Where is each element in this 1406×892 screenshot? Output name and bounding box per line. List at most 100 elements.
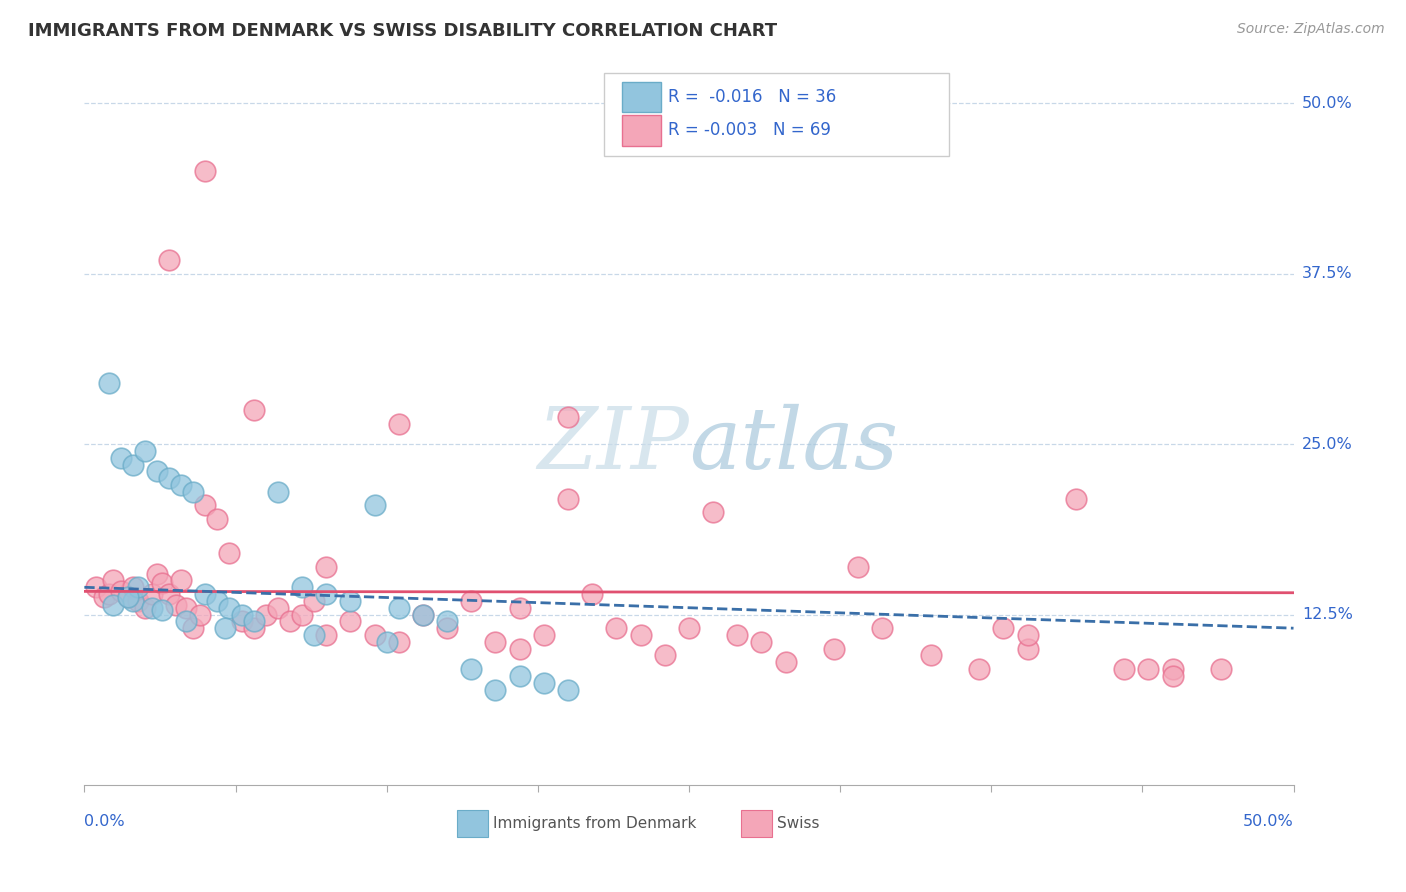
Point xyxy=(157,471,180,485)
Point xyxy=(157,253,180,268)
Text: ZIP: ZIP xyxy=(537,404,689,487)
FancyBboxPatch shape xyxy=(623,82,661,112)
Point xyxy=(181,621,204,635)
Point xyxy=(267,484,290,499)
Point xyxy=(93,590,115,604)
Point xyxy=(121,580,143,594)
Point xyxy=(231,607,253,622)
Point xyxy=(127,594,149,608)
Point xyxy=(375,635,398,649)
Point xyxy=(174,600,197,615)
Point xyxy=(291,607,314,622)
Point xyxy=(702,505,724,519)
Point xyxy=(194,499,217,513)
Text: R = -0.003   N = 69: R = -0.003 N = 69 xyxy=(668,121,831,139)
Point xyxy=(214,621,236,635)
Point xyxy=(181,484,204,499)
Point xyxy=(97,587,120,601)
Point xyxy=(460,594,482,608)
Point xyxy=(1114,662,1136,676)
Point xyxy=(993,621,1015,635)
FancyBboxPatch shape xyxy=(741,810,772,837)
Text: Immigrants from Denmark: Immigrants from Denmark xyxy=(494,816,696,831)
Point xyxy=(557,409,579,424)
Point xyxy=(363,628,385,642)
Point xyxy=(872,621,894,635)
Point xyxy=(146,566,169,581)
Point xyxy=(412,607,434,622)
Point xyxy=(363,499,385,513)
Point xyxy=(254,607,277,622)
Text: IMMIGRANTS FROM DENMARK VS SWISS DISABILITY CORRELATION CHART: IMMIGRANTS FROM DENMARK VS SWISS DISABIL… xyxy=(28,22,778,40)
Point xyxy=(121,594,143,608)
Point xyxy=(509,600,531,615)
Point xyxy=(412,607,434,622)
Point xyxy=(170,478,193,492)
Point xyxy=(117,590,139,604)
Point xyxy=(823,641,845,656)
Text: Source: ZipAtlas.com: Source: ZipAtlas.com xyxy=(1237,22,1385,37)
Point xyxy=(150,576,173,591)
Point xyxy=(174,615,197,629)
Text: R =  -0.016   N = 36: R = -0.016 N = 36 xyxy=(668,88,837,106)
Point xyxy=(484,635,506,649)
Point xyxy=(170,574,193,588)
Point xyxy=(86,580,108,594)
Point xyxy=(218,600,240,615)
Point xyxy=(207,594,229,608)
Point xyxy=(165,598,187,612)
Point xyxy=(725,628,748,642)
Text: 37.5%: 37.5% xyxy=(1302,266,1353,281)
Point xyxy=(630,628,652,642)
Point xyxy=(190,607,212,622)
Text: 0.0%: 0.0% xyxy=(84,814,125,829)
Point xyxy=(339,594,361,608)
Point xyxy=(484,682,506,697)
Point xyxy=(267,600,290,615)
FancyBboxPatch shape xyxy=(605,73,949,156)
Point xyxy=(605,621,627,635)
Point xyxy=(533,628,555,642)
Point xyxy=(509,641,531,656)
Point xyxy=(150,603,173,617)
Point xyxy=(242,615,264,629)
Point xyxy=(207,512,229,526)
Point xyxy=(557,682,579,697)
Point xyxy=(920,648,942,663)
Point xyxy=(315,587,337,601)
Text: Swiss: Swiss xyxy=(778,816,820,831)
Point xyxy=(1017,628,1039,642)
Point xyxy=(846,559,869,574)
Point xyxy=(678,621,700,635)
Point xyxy=(127,580,149,594)
Point xyxy=(146,464,169,478)
Point xyxy=(121,458,143,472)
Point xyxy=(775,655,797,669)
Point xyxy=(388,635,411,649)
Point xyxy=(1137,662,1160,676)
Point xyxy=(291,580,314,594)
Point xyxy=(436,615,458,629)
Point xyxy=(436,621,458,635)
Text: 25.0%: 25.0% xyxy=(1302,437,1353,451)
Point xyxy=(302,594,325,608)
Point xyxy=(302,628,325,642)
Point xyxy=(533,675,555,690)
Point xyxy=(557,491,579,506)
Point xyxy=(194,587,217,601)
Point xyxy=(967,662,990,676)
Point xyxy=(1209,662,1232,676)
Point xyxy=(194,164,217,178)
Point xyxy=(242,621,264,635)
FancyBboxPatch shape xyxy=(457,810,488,837)
Point xyxy=(654,648,676,663)
Point xyxy=(751,635,773,649)
Point xyxy=(110,450,132,465)
Point xyxy=(134,600,156,615)
Point xyxy=(141,600,163,615)
Point xyxy=(1161,669,1184,683)
Text: 50.0%: 50.0% xyxy=(1243,814,1294,829)
Point xyxy=(1064,491,1087,506)
Point xyxy=(460,662,482,676)
Point xyxy=(509,669,531,683)
